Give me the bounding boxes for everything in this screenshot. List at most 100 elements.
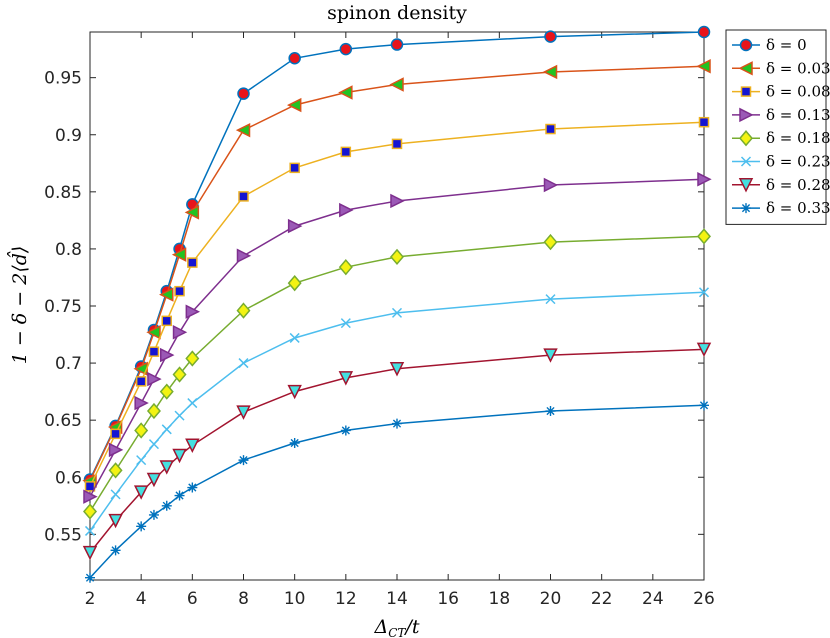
x-tick-label: 20 <box>540 589 562 609</box>
x-tick-label: 26 <box>693 589 715 609</box>
data-point <box>390 248 404 266</box>
data-point <box>238 191 249 202</box>
data-point <box>699 400 709 411</box>
data-point <box>110 545 121 556</box>
series-4 <box>83 228 711 520</box>
data-point <box>236 248 252 263</box>
data-point <box>146 402 161 420</box>
data-point <box>391 307 403 318</box>
plot-area: 2 4 6 8 10 12 14 16 18 20 22 24 260.550.60.650.70.75… <box>44 25 715 609</box>
data-point <box>698 116 710 128</box>
y-tick-label: 0.6 <box>55 468 82 488</box>
data-point <box>174 490 185 501</box>
data-point <box>172 448 187 464</box>
data-point <box>187 257 198 268</box>
data-point <box>339 202 354 218</box>
data-point <box>287 218 303 234</box>
data-point <box>339 42 353 56</box>
data-point <box>236 405 251 420</box>
data-point <box>543 348 558 363</box>
data-point <box>340 318 351 329</box>
data-point <box>134 395 149 411</box>
data-point <box>84 481 96 492</box>
y-tick-label: 0.85 <box>44 183 82 203</box>
data-point <box>542 64 558 80</box>
y-tick-label: 0.65 <box>44 411 82 431</box>
data-point <box>187 482 198 493</box>
data-point <box>696 59 711 74</box>
data-point <box>389 77 404 92</box>
data-point <box>110 489 121 500</box>
y-tick-label: 0.55 <box>44 525 82 545</box>
data-point <box>148 509 159 520</box>
data-point <box>391 138 403 150</box>
x-tick-label: 16 <box>437 589 459 609</box>
data-point <box>289 162 300 174</box>
y-tick-label: 0.7 <box>55 354 82 374</box>
data-point <box>287 384 302 400</box>
legend-label: δ = 0.03 <box>766 59 830 77</box>
data-point <box>147 371 162 387</box>
data-point <box>544 30 557 43</box>
data-point <box>390 193 405 209</box>
legend-marker <box>741 203 751 214</box>
legend-label: δ = 0.13 <box>766 106 830 124</box>
data-point <box>83 489 98 504</box>
data-point <box>289 438 300 448</box>
data-point <box>159 460 174 475</box>
data-point <box>340 146 352 158</box>
data-point <box>161 424 172 435</box>
x-tick-label: 18 <box>489 589 511 609</box>
x-tick-label: 2 <box>85 589 96 609</box>
data-point <box>697 25 711 39</box>
data-point <box>187 398 198 409</box>
data-point <box>235 122 251 138</box>
data-point <box>390 38 404 51</box>
legend-label: δ = 0 <box>766 36 807 54</box>
data-point <box>174 285 185 297</box>
x-tick-label: 8 <box>238 589 249 609</box>
data-point <box>146 472 162 488</box>
legend-marker <box>738 178 754 193</box>
legend-box <box>725 29 827 225</box>
data-point <box>185 438 200 453</box>
data-point <box>159 287 174 302</box>
y-tick-label: 0.95 <box>44 69 82 89</box>
series-6 <box>82 342 712 561</box>
x-tick-label: 24 <box>642 589 664 609</box>
data-point <box>236 302 251 319</box>
data-point <box>287 275 302 292</box>
data-point <box>286 97 302 113</box>
x-tick-label: 14 <box>386 589 408 609</box>
data-point <box>133 485 149 500</box>
data-point <box>185 304 201 319</box>
y-tick-label: 0.9 <box>55 126 82 146</box>
y-axis-label: 1 − δ − 2⟨d̂⟩ <box>6 246 31 365</box>
series-2 <box>84 116 710 492</box>
legend-label: δ = 0.33 <box>766 199 830 217</box>
data-point <box>543 233 558 251</box>
data-point <box>108 442 124 458</box>
x-tick-label: 10 <box>284 589 306 609</box>
data-point <box>545 123 556 135</box>
data-point <box>171 247 187 262</box>
data-point <box>289 332 300 343</box>
data-point <box>108 513 123 529</box>
data-point <box>238 455 249 466</box>
data-point <box>159 383 174 400</box>
data-point <box>184 205 200 220</box>
data-point <box>545 406 556 417</box>
legend-marker <box>740 86 752 97</box>
data-point <box>172 366 187 383</box>
data-point <box>172 325 188 340</box>
legend-label: δ = 0.28 <box>766 176 830 194</box>
data-point <box>543 177 559 193</box>
data-point <box>136 455 147 466</box>
series-5 <box>84 287 710 536</box>
legend-marker <box>739 130 753 147</box>
data-point <box>338 371 354 386</box>
data-point <box>338 85 353 100</box>
chart-title: spinon density <box>327 2 467 24</box>
legend-label: δ = 0.18 <box>766 129 830 147</box>
